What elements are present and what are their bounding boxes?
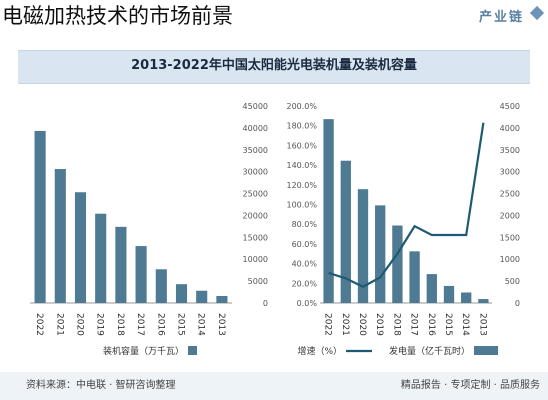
- bar: [54, 169, 66, 303]
- legend-swatch: [188, 346, 197, 355]
- y-left-tick-label: 100.0%: [286, 201, 317, 210]
- bar: [216, 295, 228, 303]
- y-left-tick-label: 20.0%: [292, 279, 318, 288]
- bar: [392, 225, 403, 303]
- x-tick-label: 2014: [196, 313, 206, 336]
- y-right-tick-label: 2500: [500, 190, 520, 199]
- x-tick-label: 2016: [155, 313, 165, 336]
- footer-strip: [0, 372, 548, 400]
- bar: [461, 292, 472, 303]
- y-left-tick-label: 120.0%: [286, 181, 317, 190]
- y-right-tick-label: 500: [505, 277, 520, 286]
- x-tick-label: 2015: [176, 313, 186, 336]
- y-left-tick-label: 140.0%: [286, 161, 317, 170]
- y-right-tick-label: 3500: [500, 146, 520, 155]
- growth-line: [328, 122, 485, 288]
- y-left-tick-label: 80.0%: [292, 220, 318, 229]
- y-tick-label: 15000: [243, 233, 268, 242]
- x-tick-label: 2018: [391, 313, 401, 336]
- y-left-tick-label: 0.0%: [297, 299, 318, 308]
- bar: [409, 251, 420, 303]
- y-right-tick-label: 1500: [500, 233, 520, 242]
- bar: [175, 284, 188, 303]
- y-tick-label: 20000: [243, 211, 268, 220]
- x-tick-label: 2015: [443, 313, 453, 336]
- legend-label: 增速（%）: [297, 345, 342, 357]
- bar: [323, 119, 334, 303]
- x-tick-label: 2021: [340, 313, 350, 336]
- y-right-tick-label: 0: [515, 299, 520, 308]
- bar: [196, 290, 208, 303]
- y-tick-label: 35000: [243, 146, 268, 155]
- legend-swatch: [474, 346, 498, 355]
- x-tick-label: 2017: [135, 313, 145, 336]
- y-left-tick-label: 160.0%: [286, 141, 317, 150]
- footer-slogan: 精品报告 · 专项定制 · 品质服务: [400, 380, 540, 391]
- bar: [357, 189, 369, 303]
- legend-label: 发电量（亿千瓦时）: [389, 345, 470, 357]
- y-right-tick-label: 4500: [500, 102, 520, 111]
- y-right-tick-label: 2000: [500, 211, 520, 220]
- x-tick-label: 2016: [426, 313, 436, 336]
- y-left-tick-label: 60.0%: [292, 240, 318, 249]
- x-tick-label: 2020: [357, 313, 367, 336]
- x-tick-label: 2018: [115, 313, 125, 336]
- bar: [375, 205, 386, 303]
- y-left-tick-label: 200.0%: [286, 102, 317, 111]
- y-right-tick-label: 1000: [500, 255, 520, 264]
- y-tick-label: 30000: [243, 168, 268, 177]
- x-tick-label: 2017: [409, 313, 419, 336]
- bar: [426, 274, 437, 303]
- y-left-tick-label: 40.0%: [292, 260, 318, 269]
- x-tick-label: 2020: [75, 313, 85, 336]
- x-tick-label: 2022: [34, 313, 44, 336]
- bar: [115, 226, 127, 303]
- x-tick-label: 2013: [477, 313, 487, 336]
- y-tick-label: 0: [263, 299, 268, 308]
- x-tick-label: 2022: [323, 313, 333, 336]
- legend-label: 装机容量（万千瓦）: [103, 345, 184, 357]
- y-tick-label: 10000: [243, 255, 268, 264]
- y-tick-label: 5000: [248, 277, 268, 286]
- footer-source: 资料来源：中电联 · 智研咨询整理: [26, 380, 176, 391]
- bar: [135, 246, 147, 303]
- bar: [34, 130, 46, 303]
- y-tick-label: 25000: [243, 190, 268, 199]
- x-tick-label: 2013: [216, 313, 226, 336]
- y-left-tick-label: 180.0%: [286, 122, 317, 131]
- brand-label: 产业链: [478, 10, 524, 25]
- bar: [340, 160, 351, 303]
- bar: [443, 285, 455, 303]
- y-right-tick-label: 4000: [500, 124, 520, 133]
- bar: [155, 269, 167, 303]
- x-tick-label: 2014: [460, 313, 470, 336]
- chart-header-bar: [18, 50, 530, 84]
- bar: [74, 192, 87, 303]
- y-right-tick-label: 3000: [500, 168, 520, 177]
- chart-title: 2013-2022年中国太阳能光电装机量及装机容量: [131, 58, 417, 73]
- y-tick-label: 40000: [243, 124, 268, 133]
- bar: [95, 213, 107, 303]
- bar: [478, 299, 489, 303]
- x-tick-label: 2021: [54, 313, 64, 336]
- y-tick-label: 45000: [243, 102, 268, 111]
- page-title: 电磁加热技术的市场前景: [2, 4, 233, 28]
- x-tick-label: 2019: [95, 313, 105, 336]
- x-tick-label: 2019: [374, 313, 384, 336]
